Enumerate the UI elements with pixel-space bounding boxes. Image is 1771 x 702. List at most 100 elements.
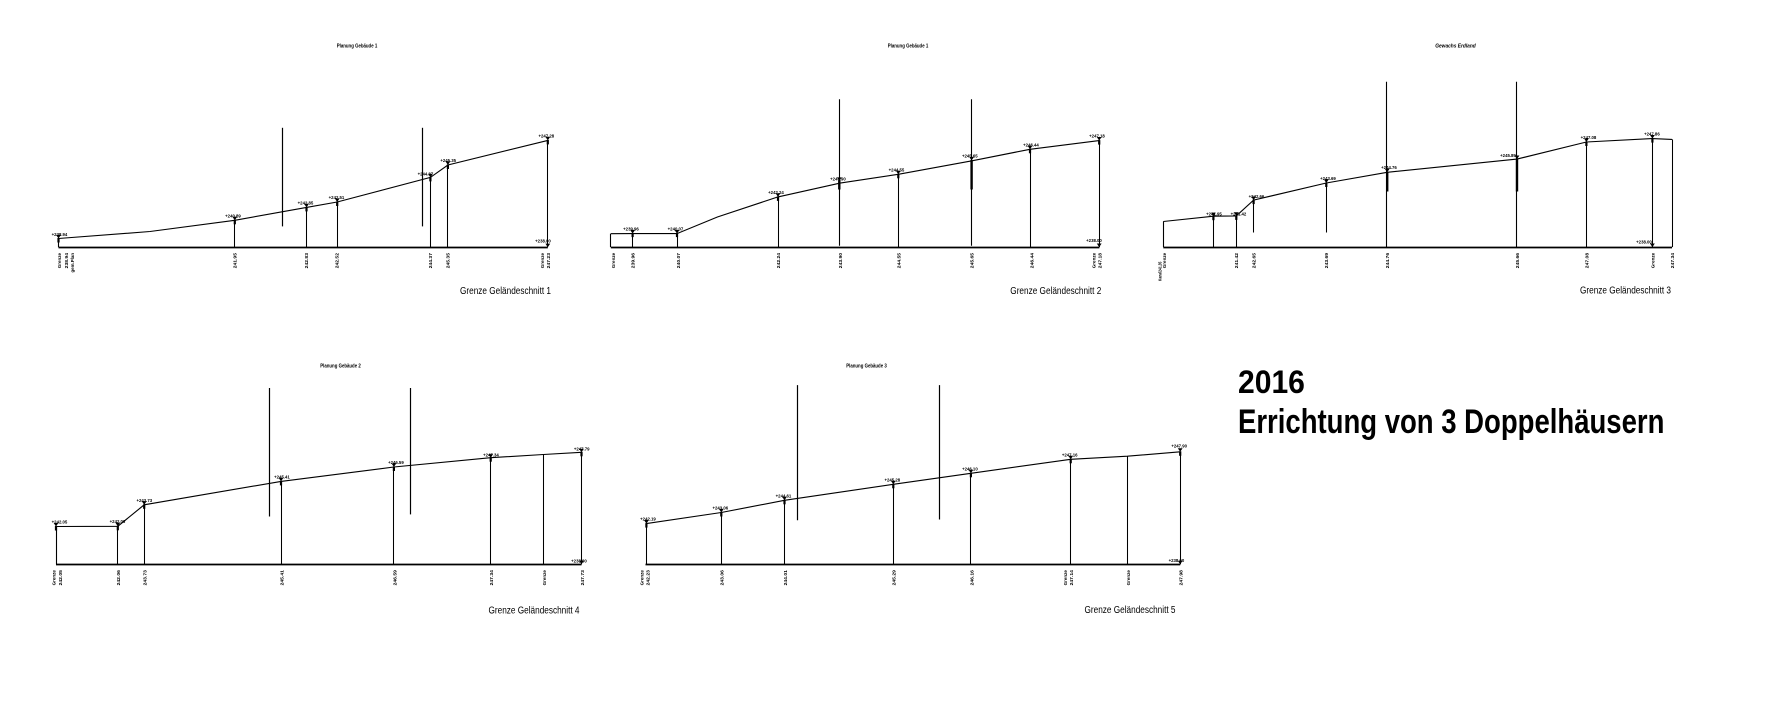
svg-text:+242.51: +242.51: [329, 195, 345, 200]
svg-text:240.07: 240.07: [676, 253, 682, 269]
svg-text:242.65: 242.65: [1252, 253, 1258, 269]
svg-text:+247.90: +247.90: [1171, 443, 1187, 448]
svg-text:+240.89: +240.89: [225, 213, 241, 218]
svg-text:+245.28: +245.28: [884, 477, 900, 482]
svg-text:Grenze Geländeschnitt 5: Grenze Geländeschnitt 5: [1085, 605, 1176, 616]
svg-text:Grenze: Grenze: [1126, 570, 1132, 586]
svg-text:Grenze: Grenze: [640, 570, 646, 586]
svg-text:+241.95: +241.95: [1206, 211, 1222, 216]
svg-text:Grenze: Grenze: [57, 253, 63, 269]
svg-text:Grenze: Grenze: [542, 570, 548, 586]
svg-text:245.35: 245.35: [445, 253, 451, 269]
svg-text:+242.06: +242.06: [110, 519, 126, 524]
svg-text:Grenze Geländeschnitt 1: Grenze Geländeschnitt 1: [460, 286, 551, 297]
svg-text:+242.66: +242.66: [1249, 194, 1265, 199]
svg-text:245.41: 245.41: [279, 570, 285, 586]
svg-text:244.76: 244.76: [1385, 253, 1391, 269]
svg-text:Grenze Geländeschnitt 3: Grenze Geländeschnitt 3: [1580, 286, 1671, 297]
svg-text:Planung Gebäude 1: Planung Gebäude 1: [337, 44, 378, 50]
svg-text:+246.59: +246.59: [388, 460, 404, 465]
svg-text:247.73: 247.73: [580, 570, 586, 586]
svg-text:+247.28: +247.28: [538, 133, 554, 138]
svg-text:Grenze Geländeschnitt 4: Grenze Geländeschnitt 4: [489, 606, 580, 617]
svg-text:Grenze: Grenze: [1091, 253, 1097, 269]
svg-text:+247.86: +247.86: [1644, 132, 1660, 137]
svg-text:+238.00: +238.00: [1636, 239, 1652, 244]
svg-text:242.83: 242.83: [304, 253, 310, 269]
svg-text:246.44: 246.44: [1030, 253, 1036, 269]
svg-text:+238.00: +238.00: [1086, 238, 1102, 243]
svg-text:+247.79: +247.79: [574, 447, 590, 452]
svg-text:Grenze: Grenze: [611, 253, 617, 269]
svg-text:246.59: 246.59: [392, 570, 398, 586]
svg-text:241.42: 241.42: [1234, 253, 1240, 269]
svg-text:+238.00: +238.00: [1169, 558, 1185, 563]
svg-text:Grenze Geländeschnitt 2: Grenze Geländeschnitt 2: [1010, 286, 1101, 297]
svg-text:247.98: 247.98: [1179, 570, 1185, 586]
svg-text:Planung Gebäude 3: Planung Gebäude 3: [846, 364, 887, 370]
svg-text:+246.10: +246.10: [962, 466, 978, 471]
svg-text:245.66: 245.66: [1515, 253, 1521, 269]
svg-text:Grenze: Grenze: [1650, 253, 1656, 269]
svg-text:247.14: 247.14: [1069, 570, 1075, 586]
svg-text:+246.44: +246.44: [1023, 142, 1039, 147]
svg-text:243.69: 243.69: [1324, 253, 1330, 269]
svg-text:244.01: 244.01: [783, 570, 789, 586]
svg-text:238.94: 238.94: [64, 253, 70, 269]
svg-text:+238.94: +238.94: [52, 232, 68, 237]
svg-text:+242.24: +242.24: [768, 190, 784, 195]
svg-text:+242.19: +242.19: [640, 517, 656, 522]
svg-text:244.37: 244.37: [428, 253, 434, 269]
svg-text:+245.41: +245.41: [274, 474, 290, 479]
svg-text:+247.08: +247.08: [1581, 135, 1597, 140]
svg-text:Grenze: Grenze: [1162, 253, 1168, 269]
svg-text:242.24: 242.24: [776, 253, 782, 269]
svg-text:241.95: 241.95: [232, 253, 238, 269]
svg-text:+243.90: +243.90: [830, 177, 846, 182]
svg-text:247.08: 247.08: [1584, 253, 1590, 269]
svg-text:247.34: 247.34: [489, 570, 495, 586]
svg-text:+244.37: +244.37: [418, 172, 434, 177]
svg-text:+244.61: +244.61: [776, 493, 792, 498]
svg-text:242.23: 242.23: [646, 570, 652, 586]
svg-text:243.73: 243.73: [143, 570, 149, 586]
svg-text:247.23: 247.23: [546, 253, 552, 269]
svg-text:247.18: 247.18: [1097, 253, 1103, 269]
svg-text:+239.96: +239.96: [623, 226, 639, 231]
svg-text:Planung Gebäude 1: Planung Gebäude 1: [888, 44, 929, 50]
svg-text:+238.00: +238.00: [535, 239, 551, 244]
svg-text:+240.07: +240.07: [668, 226, 684, 231]
svg-text:+245.65: +245.65: [962, 154, 978, 159]
svg-text:+247.18: +247.18: [1089, 134, 1105, 139]
svg-text:Kanal241,35: Kanal241,35: [1158, 261, 1164, 281]
svg-text:+244.76: +244.76: [1381, 165, 1397, 170]
svg-text:gem.Plan: gem.Plan: [70, 253, 76, 273]
svg-text:246.16: 246.16: [969, 570, 975, 586]
svg-text:+242.85: +242.85: [298, 201, 314, 206]
svg-text:239.96: 239.96: [631, 253, 637, 269]
svg-text:+244.55: +244.55: [889, 167, 905, 172]
svg-text:245.65: 245.65: [970, 253, 976, 269]
svg-text:Grenze: Grenze: [540, 253, 546, 269]
svg-text:247.34: 247.34: [1670, 253, 1676, 269]
svg-text:Grenze: Grenze: [1063, 570, 1069, 586]
svg-text:Grenze: Grenze: [52, 570, 58, 586]
svg-text:+245.35: +245.35: [440, 158, 456, 163]
svg-text:245.29: 245.29: [892, 570, 898, 586]
svg-text:+245.89: +245.89: [1500, 153, 1516, 158]
svg-text:243.06: 243.06: [720, 570, 726, 586]
svg-text:244.55: 244.55: [896, 253, 902, 269]
svg-text:+243.73: +243.73: [136, 498, 152, 503]
svg-text:Planung Gebäude 2: Planung Gebäude 2: [320, 364, 361, 370]
svg-text:+247.16: +247.16: [1062, 452, 1078, 457]
svg-text:+242.05: +242.05: [52, 519, 68, 524]
svg-text:+243.06: +243.06: [712, 506, 728, 511]
svg-text:Gewachs Erdland: Gewachs Erdland: [1435, 44, 1476, 50]
svg-text:+247.34: +247.34: [483, 453, 499, 458]
svg-text:+241.42: +241.42: [1231, 211, 1247, 216]
svg-text:242.06: 242.06: [116, 570, 122, 586]
svg-text:242.05: 242.05: [58, 570, 64, 586]
svg-text:+243.69: +243.69: [1320, 176, 1336, 181]
svg-text:242.52: 242.52: [335, 253, 341, 269]
svg-text:243.90: 243.90: [838, 253, 844, 269]
